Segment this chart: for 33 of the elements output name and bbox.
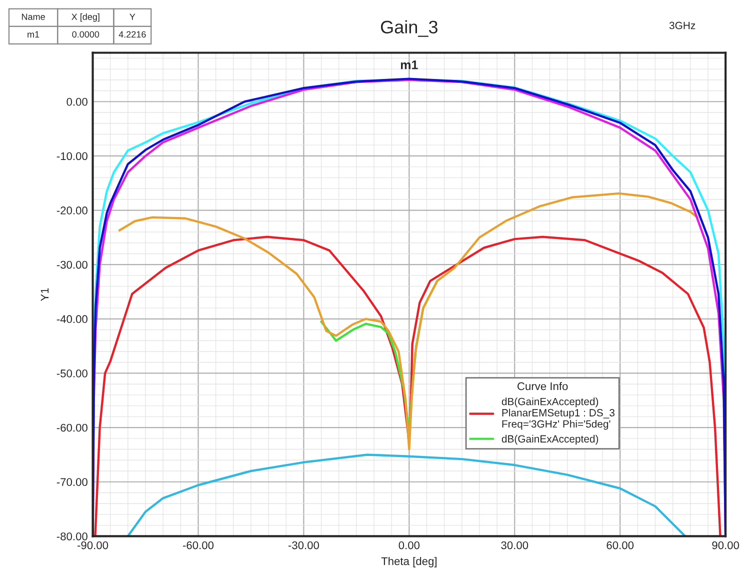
x-tick-label: -60.00 [182, 541, 214, 550]
line-series [126, 454, 686, 536]
y-tick-label: -50.00 [56, 369, 88, 378]
y-tick-label: -20.00 [56, 206, 88, 214]
y-axis-title: Y1 [40, 288, 49, 302]
legend-title: Curve Info [518, 382, 568, 390]
text: Y [130, 14, 136, 20]
y-tick-label: -30.00 [56, 260, 88, 269]
y-tick-label: -70.00 [56, 478, 88, 486]
line-series [94, 236, 722, 536]
x-tick-label: 30.00 [501, 541, 528, 550]
annotation: m1 [400, 60, 418, 70]
x-tick-label: 90.00 [712, 541, 740, 550]
text: m1 [28, 31, 40, 38]
text: 3GHz [669, 22, 696, 30]
y-tick-label: 0.00 [66, 98, 88, 106]
y-tick-label: -80.00 [56, 532, 88, 540]
y-tick-label: -10.00 [56, 152, 88, 160]
text: Name [22, 14, 45, 20]
chart-title: Gain_3 [380, 20, 438, 37]
text: 4.2216 [118, 31, 146, 38]
legend-label: dB(GainExAccepted) [502, 434, 598, 445]
y-tick-label: -60.00 [56, 424, 88, 432]
x-tick-label: 60.00 [606, 541, 634, 550]
legend-label: dB(GainExAccepted) PlanarEMSetup1 : DS_3 Freq='3GHz' Phi='5deg' [502, 398, 614, 430]
text: 0.0000 [72, 31, 100, 38]
x-axis-title: Theta [deg] [381, 556, 436, 568]
x-tick-label: -90.00 [77, 541, 108, 550]
x-tick-label: -30.00 [288, 541, 320, 550]
x-tick-label: 0.00 [398, 541, 420, 550]
text: X [deg] [72, 13, 100, 22]
y-tick-label: -40.00 [56, 315, 88, 324]
line-series [118, 192, 699, 450]
